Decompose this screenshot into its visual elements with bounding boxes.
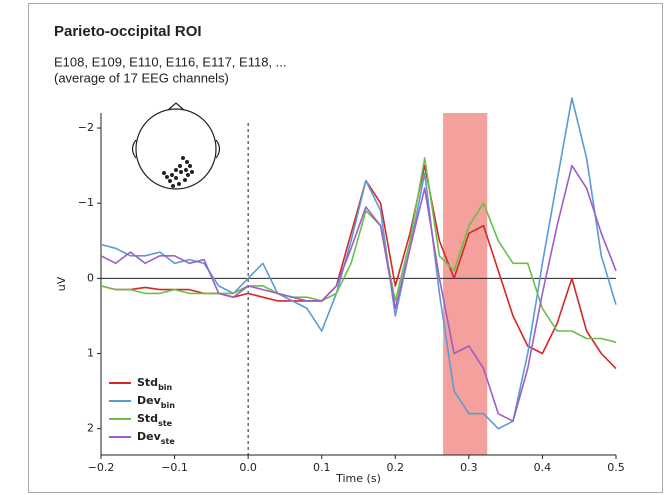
subtitle: E108, E109, E110, E116, E117, E118, ...: [54, 54, 286, 69]
legend-subscript: ste: [161, 437, 176, 446]
data-line: [100, 164, 617, 370]
x-tick-label: −0.1: [161, 461, 188, 474]
legend-name: Dev: [137, 394, 162, 407]
legend-label: Stdste: [137, 412, 173, 428]
legend-label: Devbin: [137, 394, 175, 410]
x-tick-label: 0.1: [313, 461, 331, 474]
legend-subscript: ste: [158, 419, 173, 428]
x-tick-label: 0.4: [534, 461, 552, 474]
legend-label: Stdbin: [137, 376, 173, 392]
y-axis-label: uV: [55, 276, 68, 291]
legend-subscript: bin: [158, 383, 172, 392]
chart-title: Parieto-occipital ROI: [54, 23, 202, 40]
legend-subscript: bin: [161, 401, 175, 410]
x-tick-label: 0.0: [239, 461, 257, 474]
x-axis-label: Time (s): [335, 472, 381, 485]
legend-name: Dev: [137, 430, 162, 443]
data-line: [100, 164, 617, 422]
highlight-span: [443, 113, 488, 455]
x-tick-label: −0.2: [88, 461, 115, 474]
y-tick-label: 0: [87, 271, 94, 284]
x-tick-label: 0.3: [460, 461, 478, 474]
legend-name: Std: [137, 412, 158, 425]
x-tick-label: 0.5: [607, 461, 625, 474]
y-tick-label: 2: [87, 422, 94, 435]
y-tick-label: 1: [87, 347, 94, 360]
legend-name: Std: [137, 376, 158, 389]
y-tick-label: −2: [78, 121, 94, 134]
head-inset: [131, 102, 221, 190]
subtitle: (average of 17 EEG channels): [54, 70, 229, 85]
frame: [28, 3, 663, 493]
y-tick-label: −1: [78, 196, 94, 209]
legend-label: Devste: [137, 430, 175, 446]
data-line: [100, 97, 617, 430]
data-line: [100, 157, 617, 344]
x-tick-label: 0.2: [387, 461, 405, 474]
